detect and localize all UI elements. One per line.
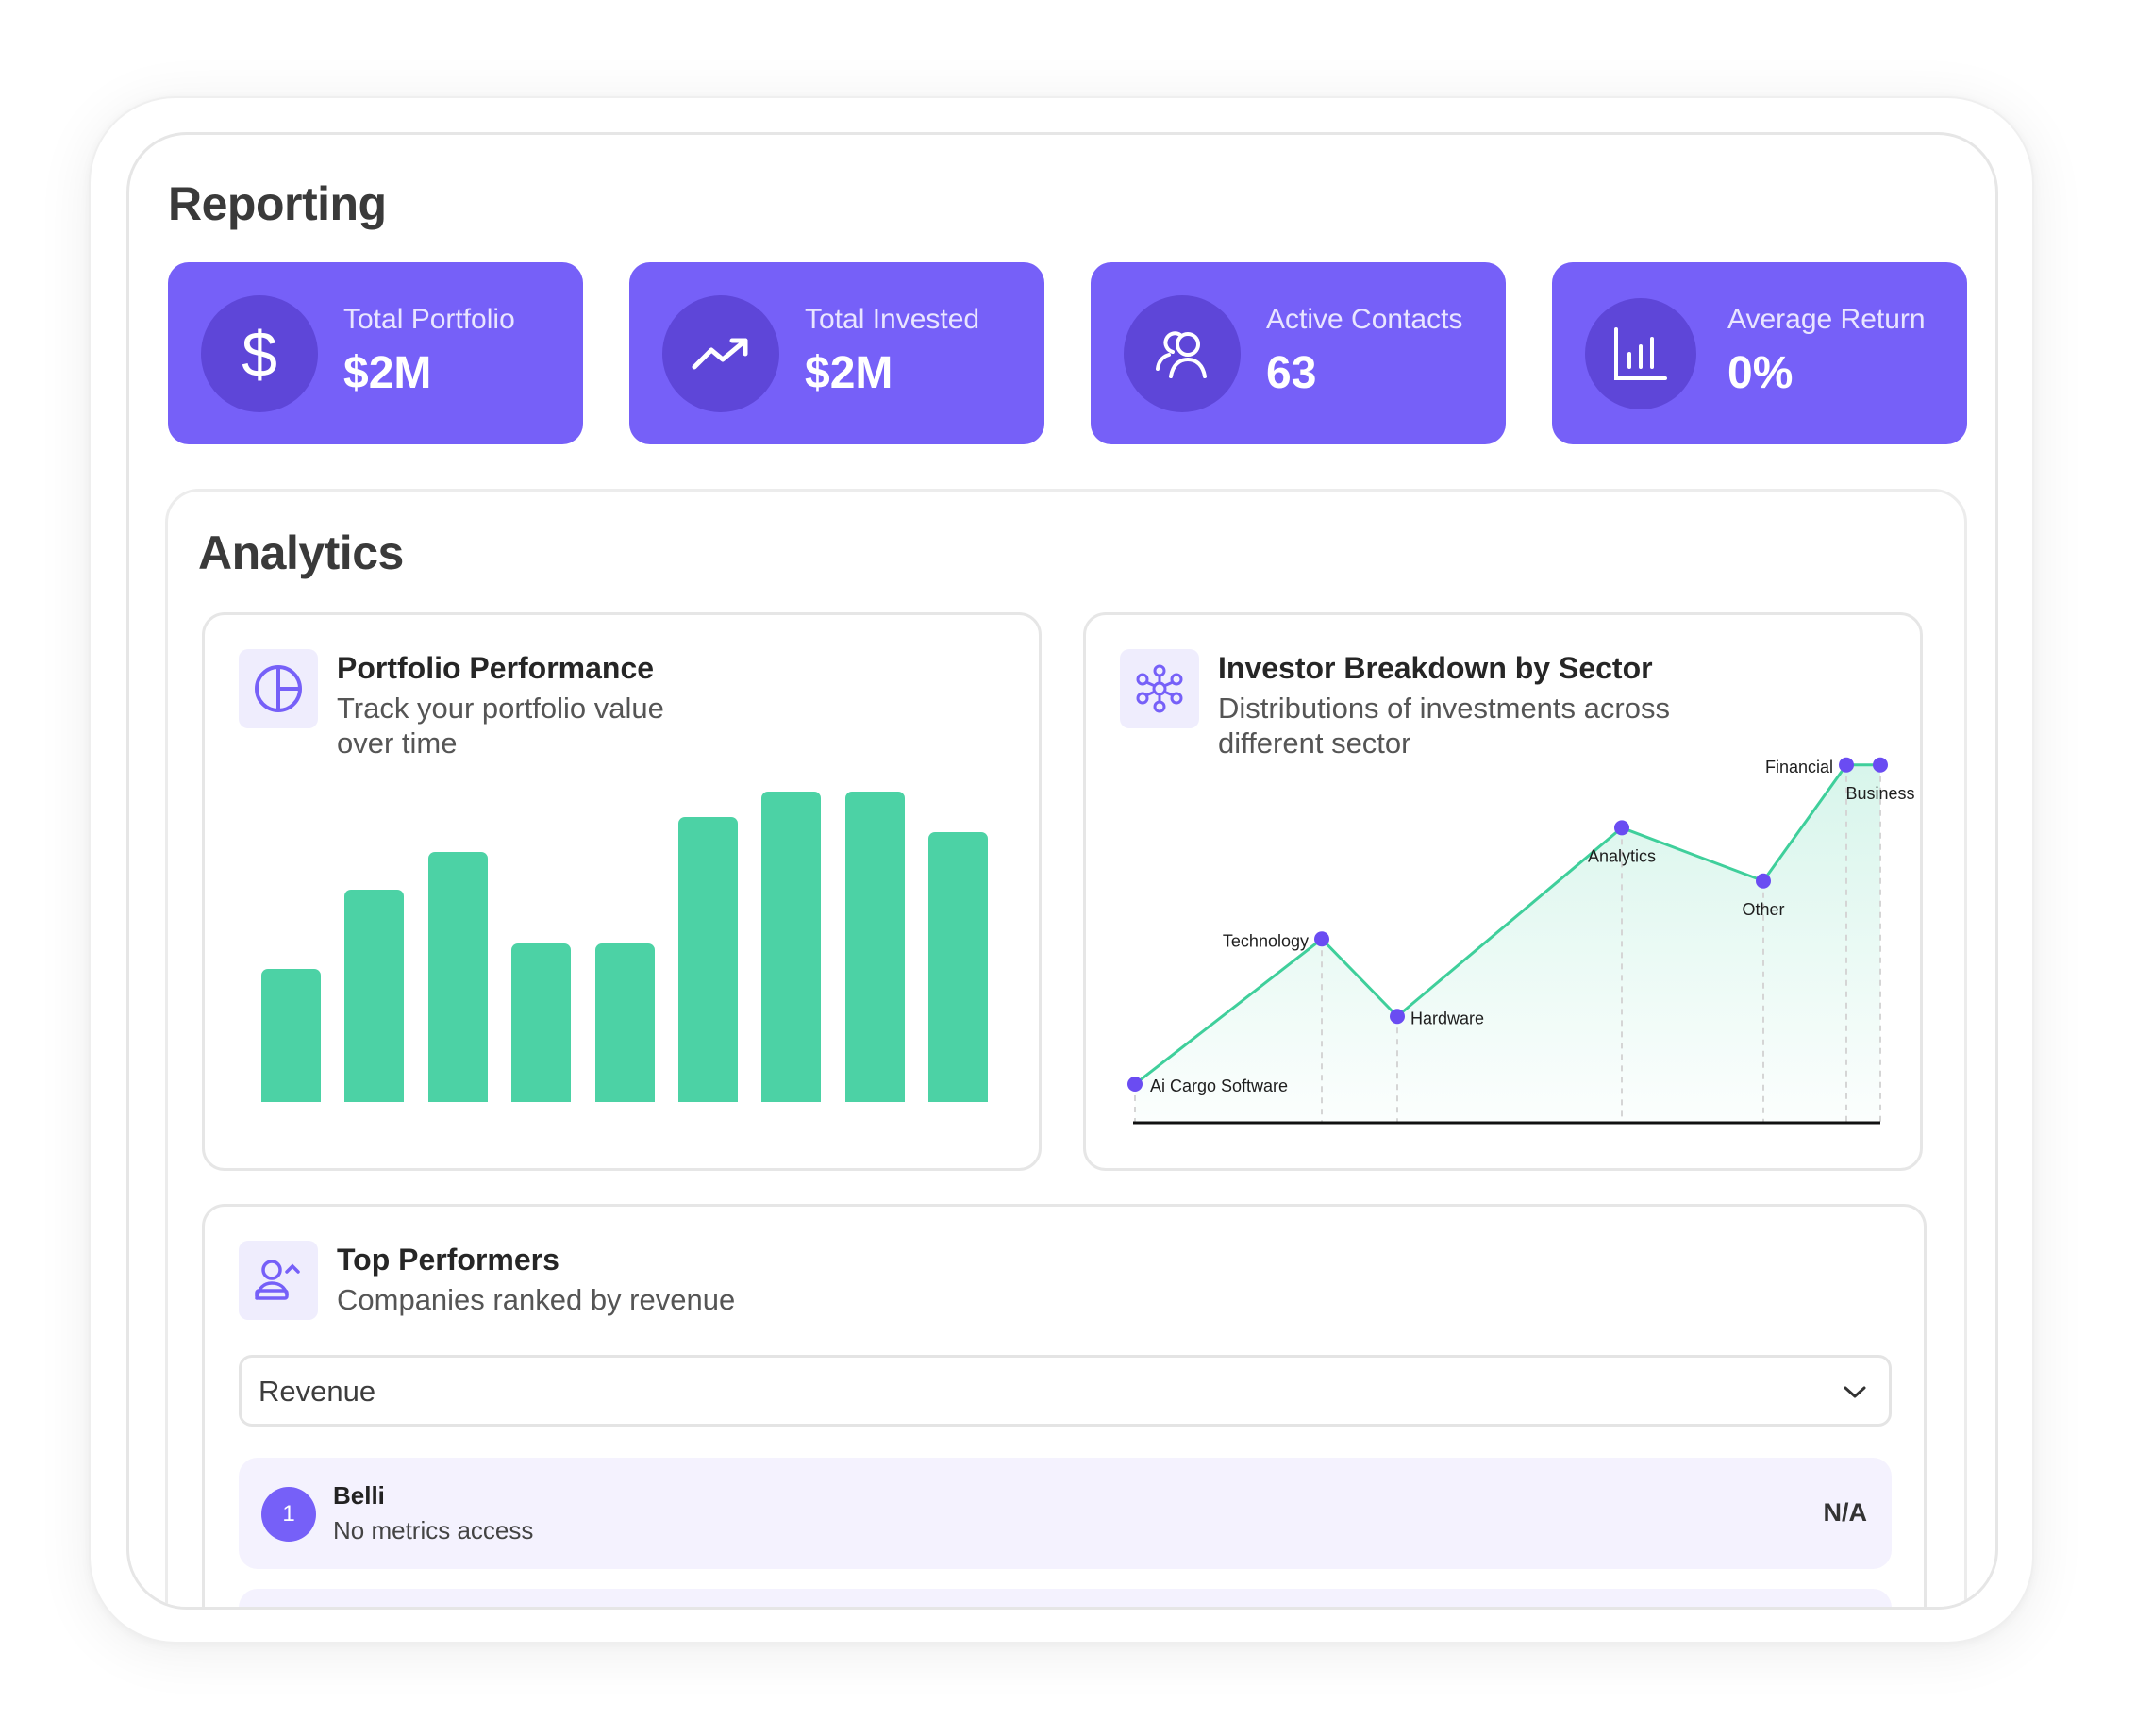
- list-item[interactable]: [239, 1589, 1892, 1607]
- company-name: Belli: [333, 1481, 385, 1510]
- company-note: No metrics access: [333, 1516, 534, 1544]
- stat-card-average-return[interactable]: Average Return 0%: [1552, 262, 1967, 444]
- stat-value: $2M: [805, 348, 893, 398]
- stat-value: 0%: [1727, 348, 1794, 398]
- bar-1: [261, 968, 321, 1102]
- top-performers-card: Top Performers Companies ranked by reven…: [202, 1204, 1927, 1607]
- sector-point-label: Technology: [1223, 931, 1309, 950]
- users-icon: [1124, 295, 1241, 412]
- dollar-icon: $: [201, 295, 318, 412]
- card-title: Investor Breakdown by Sector: [1218, 651, 1653, 685]
- sector-point: [1127, 1077, 1143, 1092]
- sector-point: [1873, 757, 1888, 773]
- bar-8: [844, 791, 905, 1102]
- analytics-panel: Analytics Portfolio Performance Track yo…: [165, 489, 1967, 1607]
- stat-card-active-contacts[interactable]: Active Contacts 63: [1091, 262, 1506, 444]
- bar-4: [511, 943, 572, 1102]
- sector-point-label: Other: [1742, 900, 1784, 919]
- stat-label: Active Contacts: [1266, 304, 1463, 335]
- metric-select-value: Revenue: [259, 1375, 376, 1408]
- stat-value: 63: [1266, 348, 1317, 398]
- sector-point: [1839, 757, 1854, 773]
- sector-point: [1390, 1009, 1405, 1025]
- sector-point-label: Ai Cargo Software: [1150, 1077, 1288, 1095]
- sector-point-label: Financial: [1765, 758, 1833, 776]
- sector-point: [1614, 820, 1629, 836]
- portfolio-bar-chart: [261, 785, 988, 1138]
- sector-breakdown-card: Investor Breakdown by Sector Distributio…: [1083, 612, 1923, 1171]
- trending-up-icon: [662, 295, 779, 412]
- stat-value: $2M: [343, 348, 432, 398]
- list-item[interactable]: 1 Belli No metrics access N/A: [239, 1458, 1892, 1569]
- metric-select[interactable]: Revenue: [239, 1355, 1892, 1427]
- stat-card-total-portfolio[interactable]: $ Total Portfolio $2M: [168, 262, 583, 444]
- stat-label: Average Return: [1727, 304, 1926, 335]
- card-title: Portfolio Performance: [337, 651, 655, 685]
- card-subtitle: Companies ranked by revenue: [337, 1283, 736, 1316]
- card-subtitle: Track your portfolio value over time: [337, 692, 664, 760]
- bar-7: [761, 791, 822, 1102]
- device-screen: Reporting $ Total Portfolio $2M Total In…: [126, 132, 1998, 1610]
- card-subtitle: Distributions of investments across diff…: [1218, 692, 1670, 760]
- bar-5: [594, 943, 655, 1102]
- page-title: Reporting: [168, 177, 387, 230]
- rank-badge: 1: [261, 1487, 316, 1542]
- network-icon: [1120, 649, 1199, 728]
- chevron-down-icon: [1840, 1377, 1870, 1411]
- analytics-title: Analytics: [198, 526, 404, 579]
- bar-3: [427, 851, 488, 1102]
- bar-chart-icon: [1585, 298, 1696, 409]
- portfolio-performance-card: Portfolio Performance Track your portfol…: [202, 612, 1042, 1171]
- stat-label: Total Invested: [805, 304, 980, 335]
- bar-9: [928, 832, 988, 1102]
- sector-line-chart: Ai Cargo Software Technology Hardware Analy…: [1127, 757, 1915, 1125]
- bar-2: [344, 889, 405, 1102]
- user-rank-icon: [239, 1241, 318, 1320]
- sector-point: [1756, 873, 1771, 889]
- sector-point-label: Hardware: [1410, 1009, 1484, 1027]
- company-value: N/A: [1823, 1498, 1868, 1527]
- card-title: Top Performers: [337, 1243, 559, 1277]
- bar-6: [677, 816, 738, 1102]
- stat-card-total-invested[interactable]: Total Invested $2M: [629, 262, 1044, 444]
- sector-point-label: Analytics: [1588, 846, 1656, 865]
- pie-chart-icon: [239, 649, 318, 728]
- stat-label: Total Portfolio: [343, 304, 515, 335]
- svg-text:$: $: [242, 320, 277, 388]
- sector-point-label: Business: [1845, 784, 1914, 803]
- sector-point: [1314, 931, 1329, 947]
